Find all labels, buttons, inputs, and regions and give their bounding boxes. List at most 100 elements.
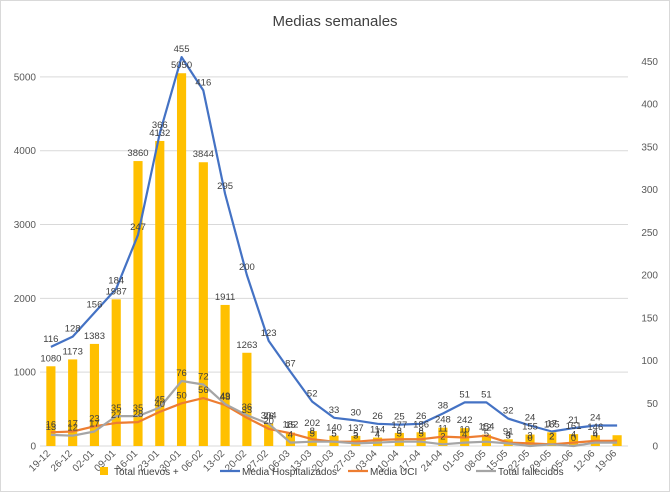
- media-uci-data-label: 56: [198, 385, 209, 396]
- y-right-tick-label: 300: [641, 185, 658, 196]
- total-fallecidos-data-label: 35: [111, 403, 122, 414]
- total-nuevos-data-label: 1383: [84, 331, 105, 342]
- total-nuevos-bar: [285, 432, 296, 446]
- total-nuevos-data-label: 242: [457, 415, 473, 426]
- total-nuevos-data-label: 185: [544, 419, 560, 430]
- media-hospitalizados-data-label: 21: [568, 415, 579, 426]
- chart-title: Medias semanales: [272, 13, 397, 30]
- total-nuevos-bar: [568, 434, 579, 446]
- total-nuevos-legend-label: Total nuevos +: [114, 467, 179, 478]
- total-fallecidos-data-label: 17: [89, 418, 100, 429]
- media-hospitalizados-data-label: 38: [438, 401, 449, 412]
- total-fallecidos-data-label: 0: [527, 433, 532, 444]
- total-fallecidos-data-label: 5: [310, 429, 315, 440]
- bar-series: [46, 73, 622, 446]
- total-nuevos-bar: [242, 352, 252, 446]
- total-nuevos-bar: [111, 299, 121, 446]
- total-nuevos-data-label: 114: [370, 425, 385, 436]
- total-nuevos-bar: [481, 434, 492, 446]
- total-fallecidos-data-label: 4: [288, 430, 293, 441]
- total-fallecidos-data-label: 3: [506, 430, 511, 441]
- media-uci-data-label: 7: [375, 427, 380, 438]
- media-hospitalizados-data-label: 184: [108, 276, 124, 287]
- total-nuevos-legend-swatch: [100, 467, 108, 475]
- y-left-tick-label: 1000: [14, 368, 37, 379]
- y-right-tick-label: 450: [641, 57, 658, 68]
- total-fallecidos-line: [50, 379, 618, 448]
- total-nuevos-data-label: 5050: [171, 60, 192, 71]
- media-hospitalizados-data-label: 128: [65, 324, 81, 335]
- media-hospitalizados-data-label: 24: [590, 412, 601, 423]
- media-hospitalizados-data-label: 87: [285, 359, 296, 370]
- total-fallecidos-data-label: 4: [462, 430, 467, 441]
- total-nuevos-data-label: 154: [479, 422, 495, 433]
- legend: Total nuevos + Media Hospitalizados Media…: [100, 467, 564, 478]
- total-nuevos-data-label: 177: [391, 420, 407, 431]
- total-nuevos-data-label: 161: [566, 421, 582, 432]
- media-hospitalizados-data-label: 26: [372, 411, 383, 422]
- total-fallecidos-data-label: 2: [440, 431, 445, 442]
- media-hospitalizados-data-label: 33: [329, 405, 340, 416]
- total-fallecidos-data-label: 76: [176, 368, 187, 379]
- media-uci-data-label: 27: [111, 410, 122, 421]
- media-hospitalizados-data-label: 416: [195, 77, 211, 88]
- total-fallecidos-data-label: 26: [263, 411, 274, 422]
- media-uci-data-label: 8: [418, 426, 423, 437]
- total-fallecidos-data-label: 36: [242, 402, 253, 413]
- media-hospitalizados-data-label: 366: [152, 120, 168, 131]
- total-fallecidos-legend-label: Total fallecidos: [498, 467, 564, 478]
- media-uci-data-label: 28: [133, 409, 144, 420]
- total-nuevos-data-label: 140: [326, 423, 342, 434]
- total-fallecidos-data-label: 3: [353, 430, 358, 441]
- media-hospitalizados-data-label: 24: [525, 412, 536, 423]
- media-uci-data-label: 6: [593, 428, 598, 439]
- total-fallecidos-data-label: 72: [198, 371, 209, 382]
- total-nuevos-data-label: 1911: [215, 292, 235, 303]
- media-hospitalizados-data-label: 17: [546, 418, 557, 429]
- total-nuevos-data-label: 1173: [62, 346, 82, 357]
- total-nuevos-data-label: 1263: [236, 340, 257, 351]
- total-fallecidos-data-label: 4: [375, 430, 380, 441]
- total-nuevos-data-label: 304: [261, 411, 277, 422]
- media-uci-data-label: 10: [459, 424, 470, 435]
- media-uci-data-label: 17: [67, 418, 78, 429]
- media-uci-data-label: 23: [89, 413, 100, 424]
- media-uci-data-label: 5: [353, 429, 358, 440]
- total-nuevos-bar: [46, 366, 56, 446]
- total-nuevos-bar: [525, 434, 535, 446]
- y-right-tick-label: 400: [641, 100, 658, 111]
- total-fallecidos-data-label: 35: [133, 403, 144, 414]
- total-nuevos-data-label: 155: [522, 422, 538, 433]
- y-right-tick-label: 100: [641, 356, 658, 367]
- total-nuevos-bar: [89, 343, 100, 446]
- total-nuevos-data-label: 3844: [193, 149, 214, 160]
- y-right-tick-label: 250: [641, 228, 658, 239]
- media-uci-data-label: 20: [263, 416, 274, 427]
- media-hospitalizados-data-label: 51: [459, 389, 470, 400]
- y-right-tick-label: 50: [647, 399, 659, 410]
- media-uci-data-label: 4: [506, 430, 511, 441]
- y-right-tick-label: 200: [641, 271, 658, 282]
- total-nuevos-bar: [155, 140, 165, 446]
- media-hospitalizados-data-label: 123: [261, 328, 277, 339]
- media-uci-data-label: 16: [46, 419, 57, 430]
- media-hospitalizados-data-label: 51: [481, 389, 492, 400]
- media-uci-data-label: 33: [242, 405, 253, 416]
- media-hospitalizados-legend-label: Media Hospitalizados: [242, 467, 337, 478]
- total-fallecidos-data-label: 5: [418, 429, 423, 440]
- y-left-tick-label: 2000: [14, 294, 37, 305]
- media-uci-data-label: 8: [310, 426, 315, 437]
- total-nuevos-data-label: 3860: [127, 148, 148, 159]
- total-nuevos-bar: [220, 304, 230, 446]
- total-nuevos-bar: [68, 359, 78, 446]
- total-fallecidos-data-label: 2: [549, 431, 554, 442]
- y-left-tick-label: 5000: [14, 72, 37, 83]
- y-right-tick-label: 0: [652, 442, 658, 453]
- total-nuevos-data-label: 182: [283, 420, 299, 431]
- media-uci-data-label: 48: [220, 392, 231, 403]
- total-nuevos-bar: [198, 162, 208, 446]
- total-nuevos-bar: [176, 73, 187, 446]
- media-uci-data-label: 40: [154, 399, 165, 410]
- media-hospitalizados-data-label: 52: [307, 389, 318, 400]
